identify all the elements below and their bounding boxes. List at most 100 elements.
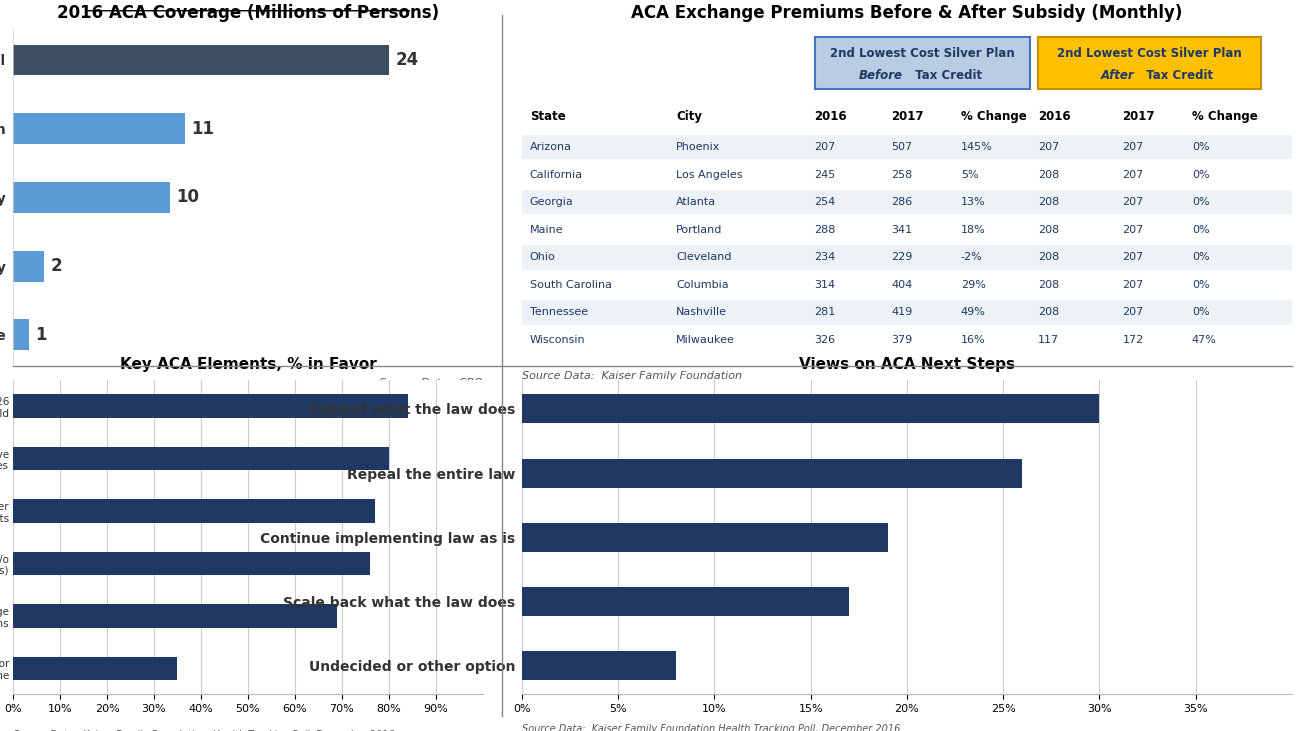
Text: 207: 207	[1122, 307, 1143, 317]
Text: Source Data:  CBO: Source Data: CBO	[380, 378, 483, 387]
Text: 2017: 2017	[891, 110, 924, 123]
Text: 507: 507	[891, 142, 912, 152]
Text: After: After	[1100, 69, 1134, 82]
Text: 2nd Lowest Cost Silver Plan: 2nd Lowest Cost Silver Plan	[830, 47, 1015, 60]
Text: 145%: 145%	[960, 142, 993, 152]
Text: 207: 207	[1037, 142, 1060, 152]
Bar	[13, 395, 407, 418]
Bar	[814, 37, 1030, 89]
Bar	[13, 113, 185, 144]
Text: 18%: 18%	[960, 224, 985, 235]
Text: Ohio: Ohio	[530, 252, 556, 262]
Bar	[13, 319, 29, 350]
Bar	[1037, 37, 1261, 89]
Text: 281: 281	[814, 307, 835, 317]
Text: Georgia: Georgia	[530, 197, 573, 207]
Text: 2017: 2017	[1122, 110, 1155, 123]
Text: 0%: 0%	[1191, 170, 1210, 180]
Text: 234: 234	[814, 252, 835, 262]
Text: 11: 11	[192, 120, 214, 137]
Text: % Change: % Change	[960, 110, 1027, 123]
Text: 229: 229	[891, 252, 913, 262]
Bar	[13, 447, 389, 471]
Bar	[522, 189, 1292, 214]
Text: Before: Before	[859, 69, 903, 82]
Text: 208: 208	[1037, 170, 1060, 180]
Bar	[13, 604, 337, 628]
Text: Phoenix: Phoenix	[676, 142, 720, 152]
Text: Arizona: Arizona	[530, 142, 572, 152]
Text: Source Data:  Kaiser Family Foundation Health Tracking Poll, December 2016: Source Data: Kaiser Family Foundation He…	[522, 724, 900, 731]
Text: Milwaukee: Milwaukee	[676, 335, 735, 345]
Text: Los Angeles: Los Angeles	[676, 170, 743, 180]
Text: 16%: 16%	[960, 335, 985, 345]
Bar	[13, 45, 389, 75]
Text: 207: 207	[1122, 224, 1143, 235]
Bar	[13, 182, 170, 213]
Text: Cleveland: Cleveland	[676, 252, 732, 262]
Text: 207: 207	[814, 142, 835, 152]
Text: 0%: 0%	[1191, 224, 1210, 235]
Text: Columbia: Columbia	[676, 280, 728, 289]
Text: State: State	[530, 110, 565, 123]
Text: 207: 207	[1122, 142, 1143, 152]
Text: Tax Credit: Tax Credit	[911, 69, 981, 82]
Text: 314: 314	[814, 280, 835, 289]
Bar	[13, 499, 375, 523]
Bar	[522, 458, 1023, 488]
Title: ACA Exchange Premiums Before & After Subsidy (Monthly): ACA Exchange Premiums Before & After Sub…	[632, 4, 1182, 22]
Text: 245: 245	[814, 170, 835, 180]
Text: 379: 379	[891, 335, 912, 345]
Text: % Change: % Change	[1191, 110, 1258, 123]
Text: Wisconsin: Wisconsin	[530, 335, 586, 345]
Text: 288: 288	[814, 224, 837, 235]
Text: 208: 208	[1037, 307, 1060, 317]
Text: 2: 2	[51, 257, 63, 275]
Text: Atlanta: Atlanta	[676, 197, 716, 207]
Title: Views on ACA Next Steps: Views on ACA Next Steps	[799, 357, 1015, 372]
Text: 254: 254	[814, 197, 835, 207]
Bar	[522, 395, 1100, 423]
Text: 326: 326	[814, 335, 835, 345]
Text: City: City	[676, 110, 702, 123]
Text: 29%: 29%	[960, 280, 985, 289]
Text: 208: 208	[1037, 224, 1060, 235]
Text: Nashville: Nashville	[676, 307, 727, 317]
Text: 207: 207	[1122, 197, 1143, 207]
Text: 0%: 0%	[1191, 142, 1210, 152]
Text: 5%: 5%	[960, 170, 979, 180]
Text: Maine: Maine	[530, 224, 564, 235]
Text: 0%: 0%	[1191, 280, 1210, 289]
Text: 341: 341	[891, 224, 912, 235]
Title: Key ACA Elements, % in Favor: Key ACA Elements, % in Favor	[120, 357, 376, 372]
Text: 2016: 2016	[1037, 110, 1070, 123]
Text: 10: 10	[176, 189, 198, 206]
Bar	[522, 523, 887, 552]
Bar	[522, 135, 1292, 159]
Text: 13%: 13%	[960, 197, 985, 207]
Text: Tennessee: Tennessee	[530, 307, 587, 317]
Bar	[13, 656, 177, 680]
Text: 207: 207	[1122, 280, 1143, 289]
Text: 208: 208	[1037, 280, 1060, 289]
Bar	[522, 651, 676, 680]
Text: Source Data:  Kaiser Family Foundation: Source Data: Kaiser Family Foundation	[522, 371, 743, 381]
Text: Tax Credit: Tax Credit	[1142, 69, 1212, 82]
Text: 47%: 47%	[1191, 335, 1216, 345]
Text: 172: 172	[1122, 335, 1143, 345]
Text: 208: 208	[1037, 197, 1060, 207]
Text: 0%: 0%	[1191, 252, 1210, 262]
Text: California: California	[530, 170, 583, 180]
Text: 207: 207	[1122, 170, 1143, 180]
Text: 404: 404	[891, 280, 912, 289]
Text: 207: 207	[1122, 252, 1143, 262]
Bar	[522, 245, 1292, 270]
Bar	[13, 552, 371, 575]
Text: South Carolina: South Carolina	[530, 280, 612, 289]
Bar	[13, 251, 44, 281]
Text: 0%: 0%	[1191, 197, 1210, 207]
Text: 286: 286	[891, 197, 912, 207]
Text: 117: 117	[1037, 335, 1058, 345]
Text: -2%: -2%	[960, 252, 983, 262]
Text: 49%: 49%	[960, 307, 985, 317]
